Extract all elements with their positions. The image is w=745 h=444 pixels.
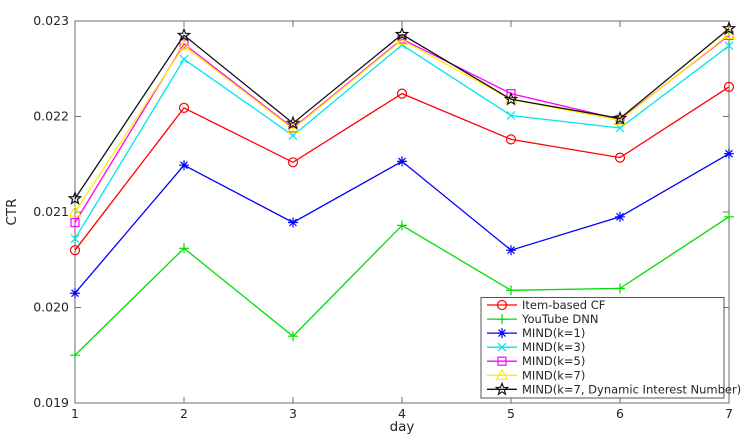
x-marker [179, 54, 189, 64]
legend-entry-label: MIND(k=5) [522, 354, 585, 368]
y-tick-label: 0.019 [33, 395, 69, 410]
plus-marker [70, 350, 80, 361]
star-marker [394, 26, 410, 41]
star-marker [721, 20, 737, 35]
x-marker [70, 234, 80, 244]
star-marker [67, 190, 83, 205]
asterisk-marker [70, 288, 80, 299]
legend-entry-label: MIND(k=7) [522, 368, 585, 382]
square-marker [70, 217, 80, 228]
circle-marker [178, 102, 190, 114]
y-tick-label: 0.021 [33, 204, 69, 219]
circle-marker [723, 81, 735, 93]
circle-marker [614, 152, 626, 163]
star-marker [494, 381, 510, 396]
star-marker [176, 27, 192, 42]
triangle-up-marker [177, 39, 191, 51]
circle-marker [287, 157, 299, 168]
y-tick-label: 0.023 [33, 13, 69, 28]
y-tick-label: 0.022 [33, 109, 69, 124]
y-tick-label: 0.020 [33, 300, 69, 315]
square-marker [497, 356, 507, 366]
asterisk-marker [288, 217, 298, 228]
x-marker [615, 123, 625, 133]
series-line [74, 44, 730, 240]
asterisk-marker [506, 245, 516, 256]
x-marker [724, 41, 734, 51]
star-marker [285, 115, 301, 130]
plus-marker [288, 331, 298, 342]
asterisk-marker [397, 156, 407, 167]
legend-entry-label: Item-based CF [522, 298, 605, 312]
x-tick-label: 3 [289, 406, 297, 421]
legend-entry-label: YouTube DNN [521, 312, 598, 326]
x-tick-label: 2 [180, 406, 188, 421]
triangle-up-marker [504, 92, 518, 104]
plus-marker [615, 283, 625, 294]
asterisk-marker [615, 211, 625, 222]
legend-entry-label: MIND(k=3) [522, 340, 585, 354]
asterisk-marker [179, 160, 189, 171]
x-marker [497, 342, 507, 352]
series-line [74, 34, 730, 223]
plus-marker [724, 211, 734, 222]
x-marker [506, 111, 516, 120]
y-axis-label: CTR [4, 198, 20, 225]
asterisk-marker [497, 328, 507, 339]
x-tick-label: 6 [616, 406, 624, 421]
square-marker [506, 88, 516, 99]
plus-marker [506, 285, 516, 296]
star-marker [612, 110, 628, 125]
plus-marker [397, 220, 407, 231]
star-marker [503, 91, 519, 106]
x-axis-label: day [390, 419, 415, 435]
asterisk-marker [724, 148, 734, 159]
x-tick-label: 1 [71, 406, 79, 421]
x-tick-label: 7 [725, 406, 733, 421]
triangle-up-marker [495, 368, 509, 380]
legend-entry-label: MIND(k=1) [522, 326, 585, 340]
series-line [74, 28, 730, 199]
series-group [67, 20, 737, 361]
legend-box [480, 297, 725, 399]
circle-marker [496, 299, 508, 311]
legend-entry-label: MIND(k=7, Dynamic Interest Number) [522, 382, 741, 396]
x-tick-label: 4 [398, 406, 406, 421]
x-tick-label: 5 [507, 406, 515, 421]
series-line [74, 86, 730, 251]
triangle-up-marker [68, 205, 82, 217]
circle-marker [505, 134, 517, 145]
plus-marker [179, 243, 189, 254]
circle-marker [69, 245, 81, 256]
plus-marker [497, 314, 507, 325]
circle-marker [396, 88, 408, 99]
